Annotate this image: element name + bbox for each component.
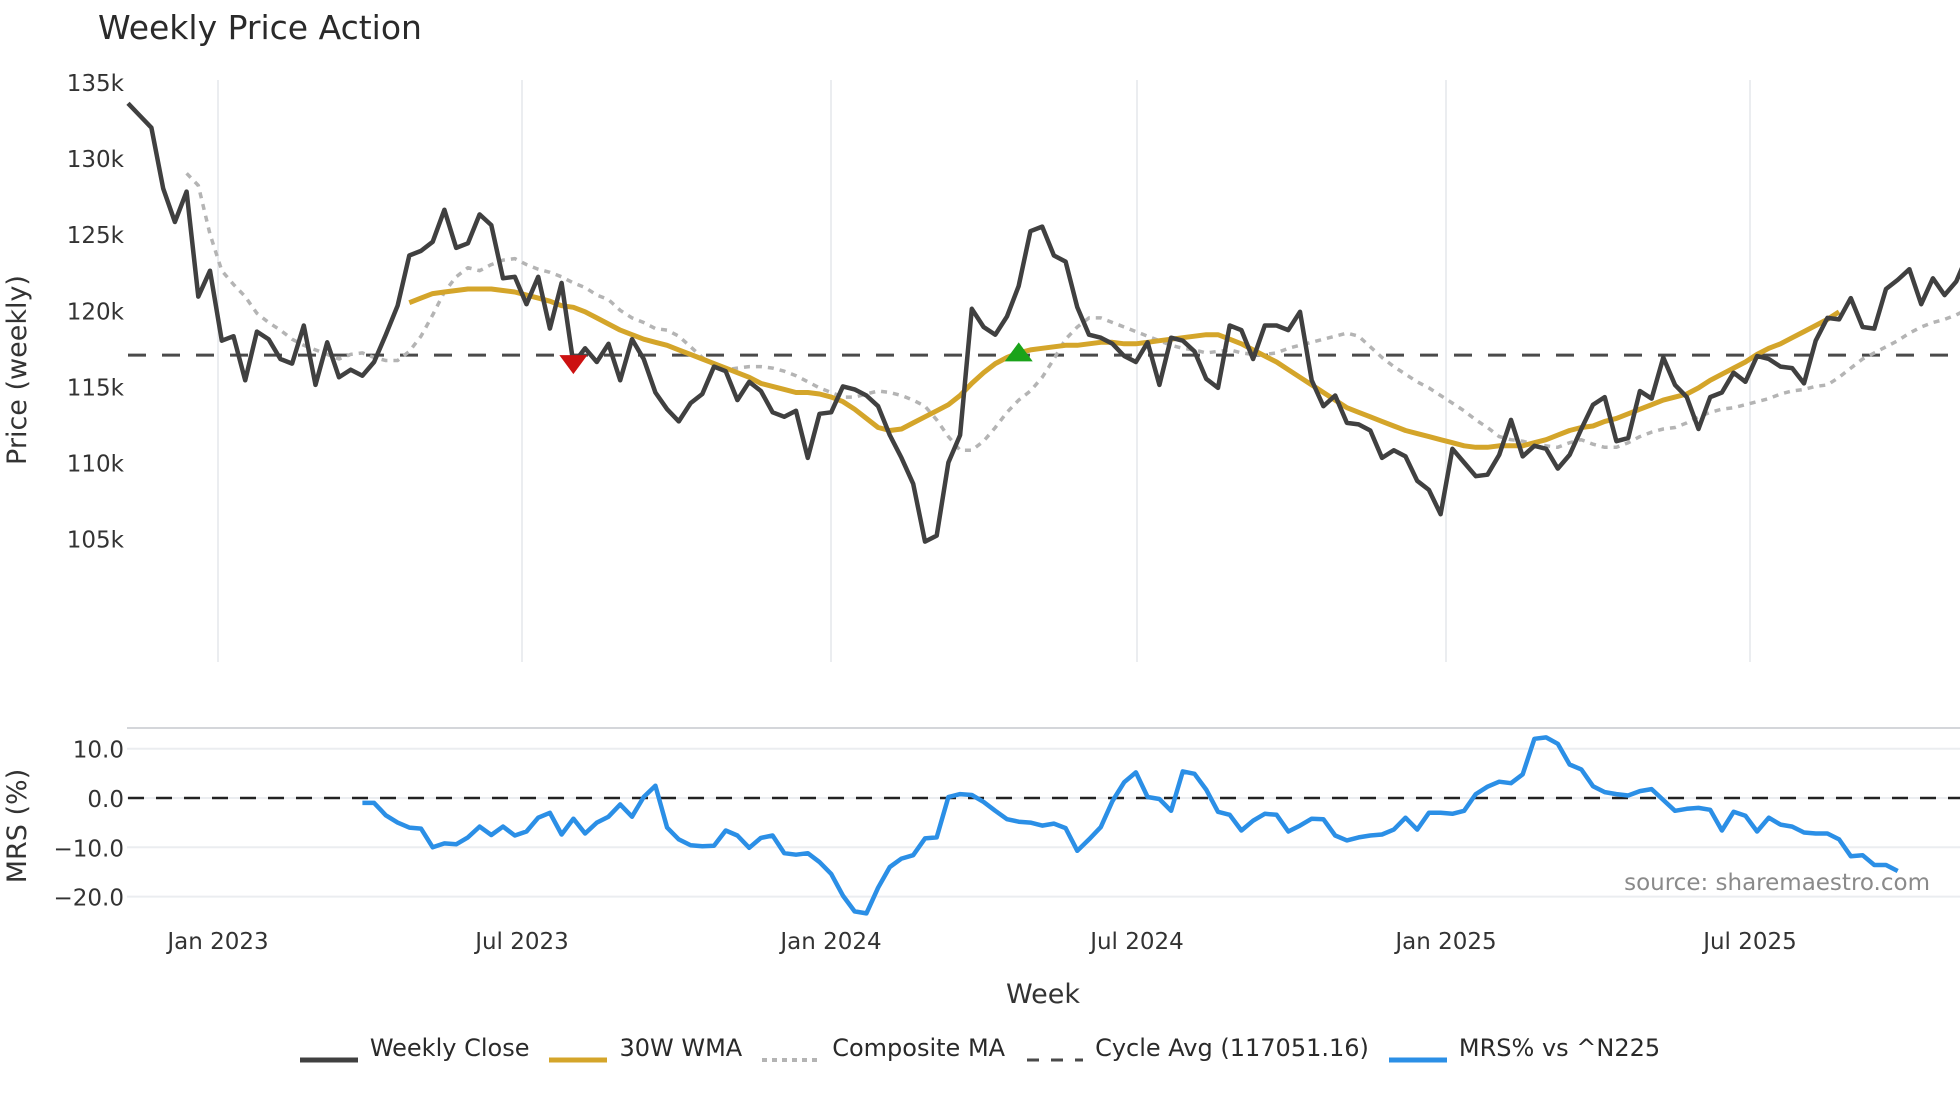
svg-text:Jan 2025: Jan 2025: [1393, 929, 1496, 955]
svg-text:Jul 2024: Jul 2024: [1088, 929, 1184, 955]
legend-label: MRS% vs ^N225: [1458, 1034, 1661, 1062]
legend-label: 30W WMA: [619, 1034, 743, 1062]
svg-text:130k: 130k: [67, 147, 125, 173]
svg-text:−20.0: −20.0: [54, 886, 124, 912]
svg-text:Jan 2024: Jan 2024: [778, 929, 881, 955]
mrs-axis-label: MRS (%): [2, 769, 33, 884]
legend-item-close[interactable]: Weekly Close: [299, 1034, 530, 1063]
legend-item-composite[interactable]: Composite MA: [762, 1034, 1005, 1062]
legend-swatch-cycle: [1025, 1043, 1084, 1062]
composite-ma-line: [185, 172, 1960, 453]
svg-text:115k: 115k: [67, 375, 125, 401]
x-axis-label: Week: [1006, 979, 1080, 1010]
svg-text:Jul 2023: Jul 2023: [473, 929, 569, 955]
legend-item-mrs[interactable]: MRS% vs ^N225: [1388, 1034, 1661, 1063]
svg-text:0.0: 0.0: [87, 787, 124, 813]
svg-text:110k: 110k: [67, 452, 125, 478]
legend-swatch-close: [299, 1043, 358, 1063]
chart-title: Weekly Price Action: [98, 8, 422, 47]
legend-label: Cycle Avg (117051.16): [1095, 1034, 1369, 1062]
price-y-axis: 105k 110k 115k 120k 125k 130k 135k: [67, 71, 125, 554]
buy-signal-marker-icon: [1004, 342, 1033, 362]
mrs-line: [362, 735, 1899, 916]
x-axis: Jan 2023 Jul 2023 Jan 2024 Jul 2024 Jan 2025…: [165, 929, 1796, 955]
svg-text:135k: 135k: [67, 71, 125, 97]
legend-item-cycle[interactable]: Cycle Avg (117051.16): [1025, 1034, 1369, 1062]
svg-text:−10.0: −10.0: [54, 836, 124, 862]
legend-swatch-mrs: [1388, 1043, 1447, 1063]
wma-line: [408, 286, 1841, 450]
svg-text:Jul 2025: Jul 2025: [1701, 929, 1797, 955]
svg-text:10.0: 10.0: [73, 738, 124, 764]
legend-label: Composite MA: [832, 1034, 1006, 1062]
legend-swatch-wma: [549, 1043, 608, 1063]
legend-swatch-composite: [762, 1043, 821, 1062]
mrs-y-axis: 10.0 0.0 −10.0 −20.0: [54, 738, 124, 912]
svg-text:120k: 120k: [67, 299, 125, 325]
source-annotation: source: sharemaestro.com: [1624, 870, 1930, 896]
legend: Weekly Close 30W WMA Composite MA Cycle …: [0, 1034, 1960, 1063]
price-axis-label: Price (weekly): [2, 275, 33, 465]
legend-item-wma[interactable]: 30W WMA: [549, 1034, 743, 1063]
svg-text:125k: 125k: [67, 223, 125, 249]
svg-text:105k: 105k: [67, 528, 125, 554]
legend-label: Weekly Close: [369, 1034, 530, 1062]
weekly-close-line: [126, 101, 1960, 544]
sell-signal-marker-icon: [559, 355, 588, 375]
svg-text:Jan 2023: Jan 2023: [165, 929, 268, 955]
